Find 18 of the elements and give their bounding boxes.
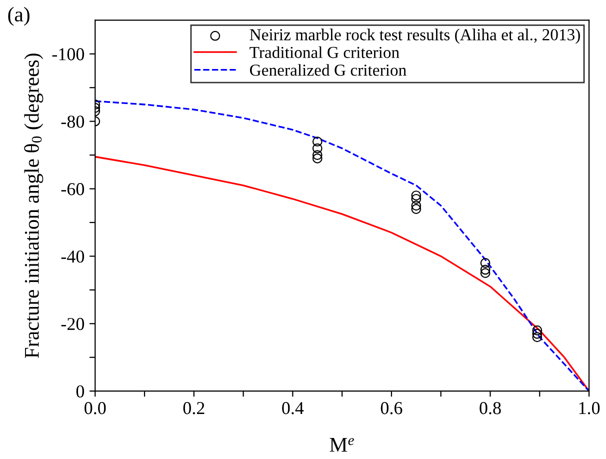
y-tick-label: -40: [61, 250, 84, 263]
x-tick-label: 0.2: [183, 402, 204, 414]
x-tick-label: 1.0: [579, 402, 600, 414]
y-tick-label: 0: [76, 385, 84, 398]
x-tick-label: 0.6: [380, 402, 402, 414]
x-axis-title: M$^{e}$: [330, 438, 354, 452]
x-tick-label: 0.4: [282, 402, 304, 414]
y-tick-label: -100: [52, 48, 84, 60]
y-tick-label: -60: [61, 183, 84, 196]
text: (a): [8, 6, 30, 26]
x-tick-label: 0.8: [480, 402, 501, 414]
x-tick-label: 0.0: [84, 402, 106, 414]
y-tick-label: -20: [61, 318, 84, 330]
legend-label: Traditional G criterion: [250, 46, 400, 58]
legend-label: Neiriz marble rock test results (Aliha et al., 2013): [250, 28, 580, 44]
legend-label: Generalized G criterion: [250, 64, 406, 76]
y-tick-label: -80: [61, 116, 84, 128]
y-axis-title: Fracture initiation angle θ$_{0}$ (degrees): [24, 54, 44, 358]
